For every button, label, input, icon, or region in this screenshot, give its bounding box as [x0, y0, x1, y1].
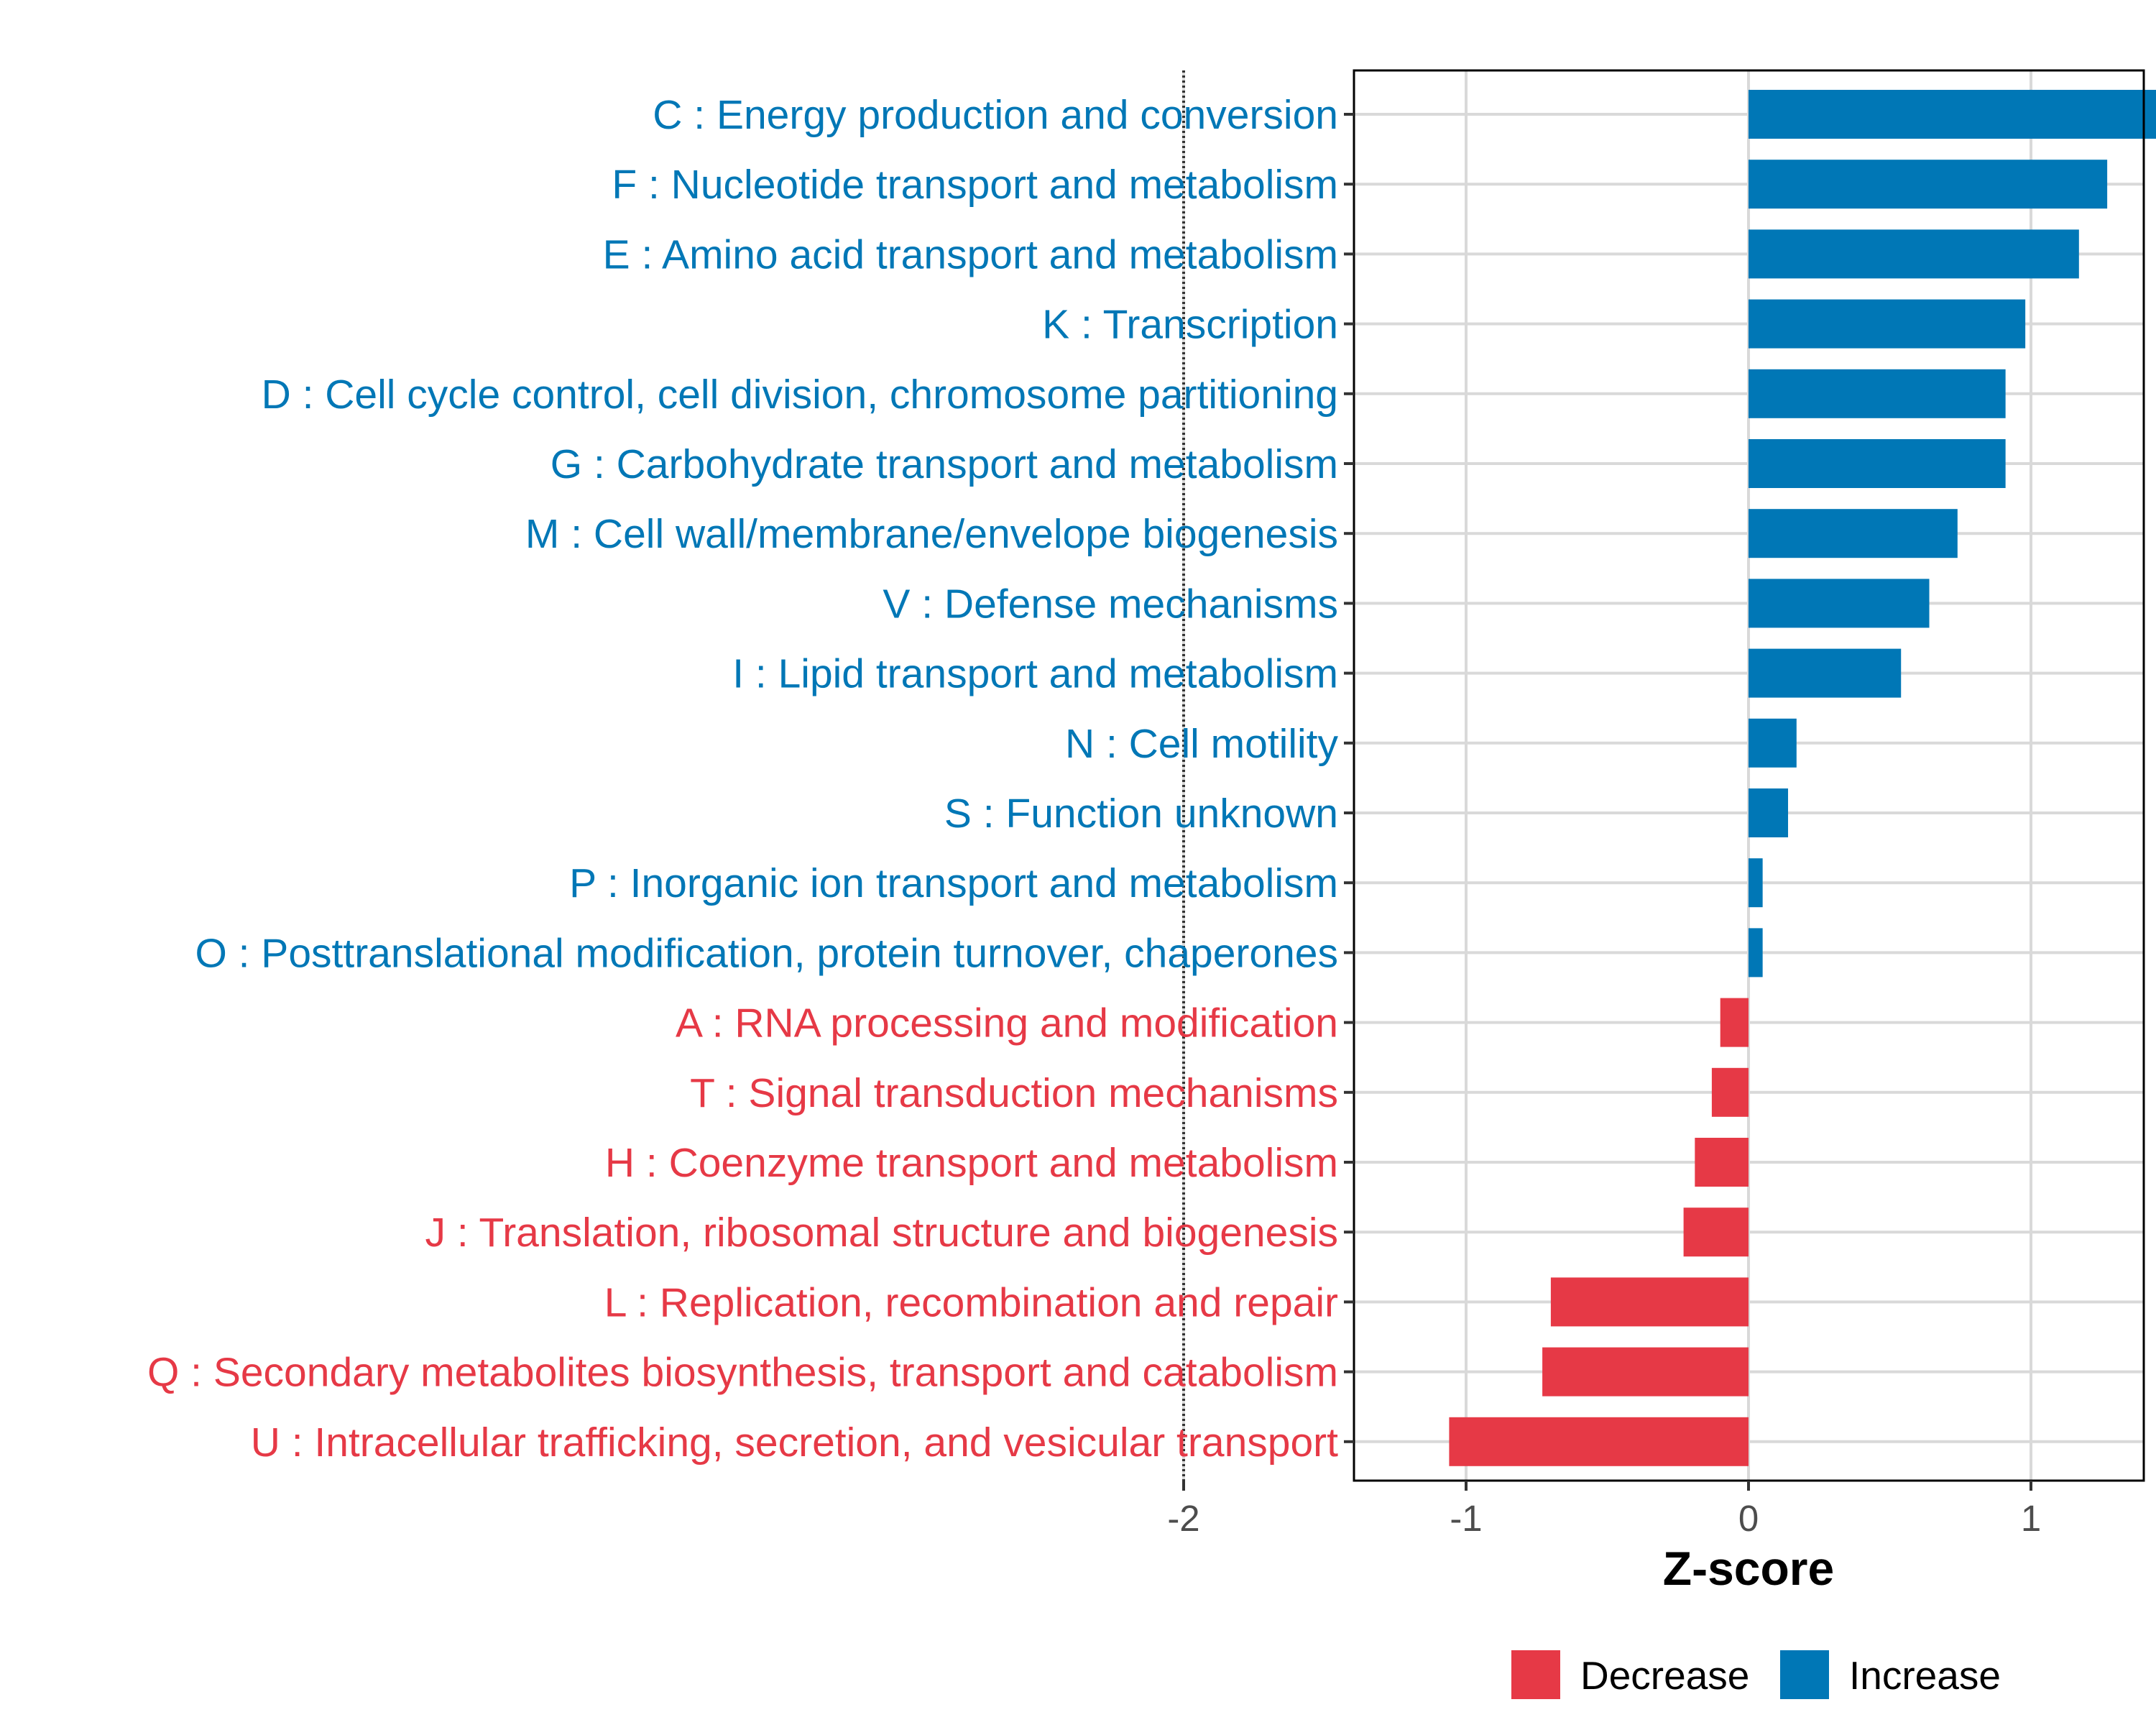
- category-label: F : Nucleotide transport and metabolism: [612, 162, 1338, 208]
- bar: [1749, 90, 2156, 139]
- bar: [1550, 1277, 1749, 1327]
- bar: [1749, 858, 1763, 908]
- bars: [1449, 90, 2156, 1466]
- x-tick-label: -2: [1167, 1498, 1199, 1539]
- bar: [1749, 229, 2079, 279]
- category-label: D : Cell cycle control, cell division, c…: [262, 372, 1338, 418]
- bar: [1749, 439, 2006, 488]
- legend-label: Decrease: [1580, 1653, 1749, 1698]
- category-label: E : Amino acid transport and metabolism: [603, 231, 1338, 277]
- bar: [1749, 579, 1930, 628]
- category-label: Q : Secondary metabolites biosynthesis, …: [147, 1350, 1338, 1396]
- bar: [1749, 509, 1958, 558]
- category-label: K : Transcription: [1042, 302, 1338, 348]
- category-label: V : Defense mechanisms: [883, 581, 1338, 627]
- bar: [1695, 1138, 1749, 1187]
- bar: [1683, 1208, 1749, 1257]
- category-label: G : Carbohydrate transport and metabolis…: [550, 441, 1338, 487]
- x-tick-label: -1: [1450, 1498, 1482, 1539]
- category-label: I : Lipid transport and metabolism: [732, 651, 1338, 697]
- category-label: M : Cell wall/membrane/envelope biogenes…: [525, 511, 1338, 557]
- category-label: C : Energy production and conversion: [653, 92, 1338, 138]
- category-label: J : Translation, ribosomal structure and…: [425, 1210, 1338, 1256]
- legend-swatch: [1780, 1650, 1829, 1699]
- category-label: P : Inorganic ion transport and metaboli…: [569, 860, 1338, 906]
- legend-swatch: [1511, 1650, 1560, 1699]
- bar: [1749, 369, 2006, 418]
- category-label: T : Signal transduction mechanisms: [690, 1070, 1338, 1116]
- bar: [1749, 299, 2026, 349]
- bar: [1449, 1417, 1749, 1466]
- bar: [1749, 788, 1789, 837]
- category-label: S : Function unknown: [944, 791, 1338, 837]
- reference-lines: [1182, 70, 1185, 1481]
- legend-item: Decrease: [1511, 1650, 1749, 1699]
- x-tick-label: 0: [1738, 1498, 1759, 1539]
- legend-item: Increase: [1780, 1650, 2001, 1699]
- category-label: A : RNA processing and modification: [676, 1000, 1338, 1046]
- bar: [1749, 718, 1797, 768]
- category-labels: C : Energy production and conversion F : …: [147, 92, 1339, 1466]
- category-label: H : Coenzyme transport and metabolism: [605, 1140, 1338, 1186]
- bar: [1542, 1347, 1749, 1397]
- legend-label: Increase: [1849, 1653, 2001, 1698]
- bar: [1749, 928, 1763, 978]
- gridlines: [1182, 70, 2144, 1481]
- bar: [1749, 160, 2108, 209]
- category-label: L : Replication, recombination and repai…: [604, 1279, 1338, 1325]
- category-label: N : Cell motility: [1065, 721, 1339, 767]
- category-label: U : Intracellular trafficking, secretion…: [251, 1420, 1338, 1466]
- bar: [1720, 998, 1749, 1047]
- x-axis-ticks: [1182, 1481, 2032, 1491]
- bar: [1711, 1067, 1749, 1117]
- y-axis-ticks: [1344, 113, 1354, 1443]
- x-tick-labels: -2-1012: [1167, 1498, 2041, 1539]
- legend: Decrease Increase: [1511, 1650, 2001, 1699]
- category-label: O : Posttranslational modification, prot…: [195, 930, 1338, 976]
- x-tick-label: 1: [2021, 1498, 2041, 1539]
- bar: [1749, 648, 1902, 698]
- x-axis-title: Z-score: [1663, 1542, 1834, 1595]
